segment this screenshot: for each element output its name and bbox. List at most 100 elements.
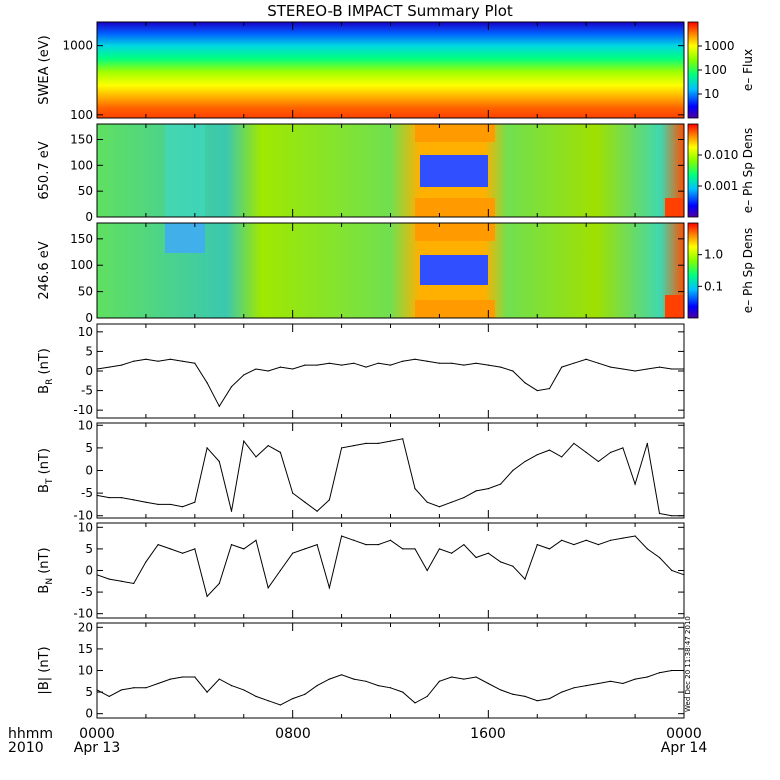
point-bmag-10 (218, 678, 220, 680)
ytick-label-swea-0: 100 (70, 108, 93, 122)
point-br-8 (194, 362, 196, 364)
point-bn-19 (328, 587, 330, 589)
point-bmag-48 (683, 669, 685, 672)
point-bt-23 (377, 442, 379, 444)
pad650-red-spot (665, 198, 684, 217)
point-bt-48 (683, 515, 685, 517)
cbar-title-pad650: e– Ph Sp Dens (741, 128, 755, 213)
point-br-17 (304, 364, 306, 366)
pad650-cold-core (420, 155, 488, 187)
ylabel-bn: BN (nT) (37, 547, 55, 593)
point-br-31 (475, 362, 477, 364)
point-bn-14 (267, 587, 269, 589)
cbar-title-swea: e– Flux (741, 49, 755, 91)
point-bmag-5 (157, 682, 159, 685)
point-br-38 (561, 366, 563, 368)
point-bmag-42 (610, 680, 612, 682)
ytick-label-pad650-2: 100 (70, 158, 93, 172)
point-bmag-16 (292, 697, 294, 700)
ylabel-pad246: 246.6 eV (37, 241, 52, 299)
point-bt-41 (597, 460, 599, 463)
ytick-label-bn-4: 10 (78, 520, 93, 534)
date-label-1: Apr 14 (661, 740, 708, 756)
pad246-cold-core (420, 255, 488, 285)
point-bn-8 (194, 548, 196, 550)
point-bt-8 (194, 501, 196, 503)
point-br-23 (377, 362, 379, 364)
colorbar-2-bar (687, 123, 699, 218)
ylabel-bt-main: B (37, 484, 52, 493)
footer-hhmm: hhmm (8, 726, 53, 742)
point-bn-24 (389, 539, 392, 541)
ytick-label-bn-0: -10 (73, 607, 93, 621)
cbar-label-pad246-0: 0.1 (704, 279, 723, 293)
ytick-label-pad650-0: 0 (85, 210, 93, 224)
point-bmag-41 (597, 682, 599, 685)
point-bt-36 (536, 454, 538, 456)
point-bn-48 (683, 574, 685, 576)
colorbar-3-bar (687, 222, 699, 319)
ytick-label-bt-4: 10 (78, 418, 93, 432)
point-bn-21 (353, 539, 355, 541)
ytick-label-pad246-2: 100 (70, 258, 93, 272)
point-bt-14 (267, 445, 269, 447)
point-bt-44 (634, 483, 636, 485)
point-bt-16 (292, 492, 294, 494)
pad246-hot-bottom (415, 300, 495, 318)
point-br-14 (267, 370, 269, 372)
point-bmag-23 (377, 685, 379, 687)
point-br-11 (230, 386, 233, 388)
cbar-title-pad246: e– Ph Sp Dens (741, 228, 755, 313)
point-br-29 (451, 362, 453, 364)
point-bn-28 (438, 548, 441, 550)
point-bn-15 (279, 569, 282, 572)
point-bt-46 (658, 512, 661, 515)
point-bn-22 (365, 543, 367, 546)
point-bmag-14 (267, 700, 269, 702)
point-bmag-29 (451, 676, 453, 678)
panel-pad650: 0 50 100 150 650.7 eV 0.001 0.010 e– Ph Sp Dens (37, 123, 755, 224)
point-bt-24 (389, 440, 392, 442)
point-bn-10 (218, 582, 220, 585)
cbar-label-swea-0: 10 (704, 87, 719, 101)
point-br-6 (169, 358, 171, 360)
pad650-cyan-band (165, 124, 205, 217)
point-bmag-4 (145, 687, 147, 689)
point-bt-3 (133, 499, 135, 501)
swea-spectrogram (97, 22, 684, 118)
point-bn-5 (157, 543, 159, 546)
point-bn-26 (414, 548, 416, 550)
point-bn-0 (96, 574, 98, 576)
point-bt-39 (573, 442, 575, 444)
point-bmag-18 (316, 685, 318, 687)
point-bt-13 (255, 456, 257, 458)
point-bmag-24 (389, 687, 392, 689)
point-br-45 (646, 368, 648, 370)
point-bt-4 (145, 501, 147, 503)
point-bt-19 (328, 499, 330, 501)
point-bn-9 (206, 595, 208, 598)
point-bmag-19 (328, 678, 330, 680)
point-bmag-7 (182, 676, 184, 678)
point-bmag-22 (365, 680, 367, 682)
point-bt-17 (304, 501, 306, 503)
point-bmag-45 (646, 676, 648, 678)
point-bn-46 (658, 556, 661, 559)
point-bt-22 (365, 442, 367, 444)
point-bt-1 (108, 497, 110, 499)
point-br-40 (585, 358, 587, 360)
panel-bn-frame (96, 522, 685, 619)
point-bmag-37 (548, 697, 551, 700)
point-br-15 (279, 366, 282, 368)
pad650-hot-bottom (415, 198, 495, 217)
ylabel-bt: BT (nT) (37, 448, 55, 493)
point-bt-37 (548, 449, 551, 451)
point-bt-33 (499, 483, 502, 485)
xtick-label-3: 0000 (666, 726, 702, 742)
ytick-label-pad246-3: 150 (70, 232, 93, 246)
point-br-10 (218, 405, 220, 407)
point-bmag-32 (487, 682, 489, 685)
point-bn-16 (292, 552, 294, 554)
point-br-20 (340, 364, 343, 366)
ytick-label-br-0: -10 (73, 403, 93, 417)
